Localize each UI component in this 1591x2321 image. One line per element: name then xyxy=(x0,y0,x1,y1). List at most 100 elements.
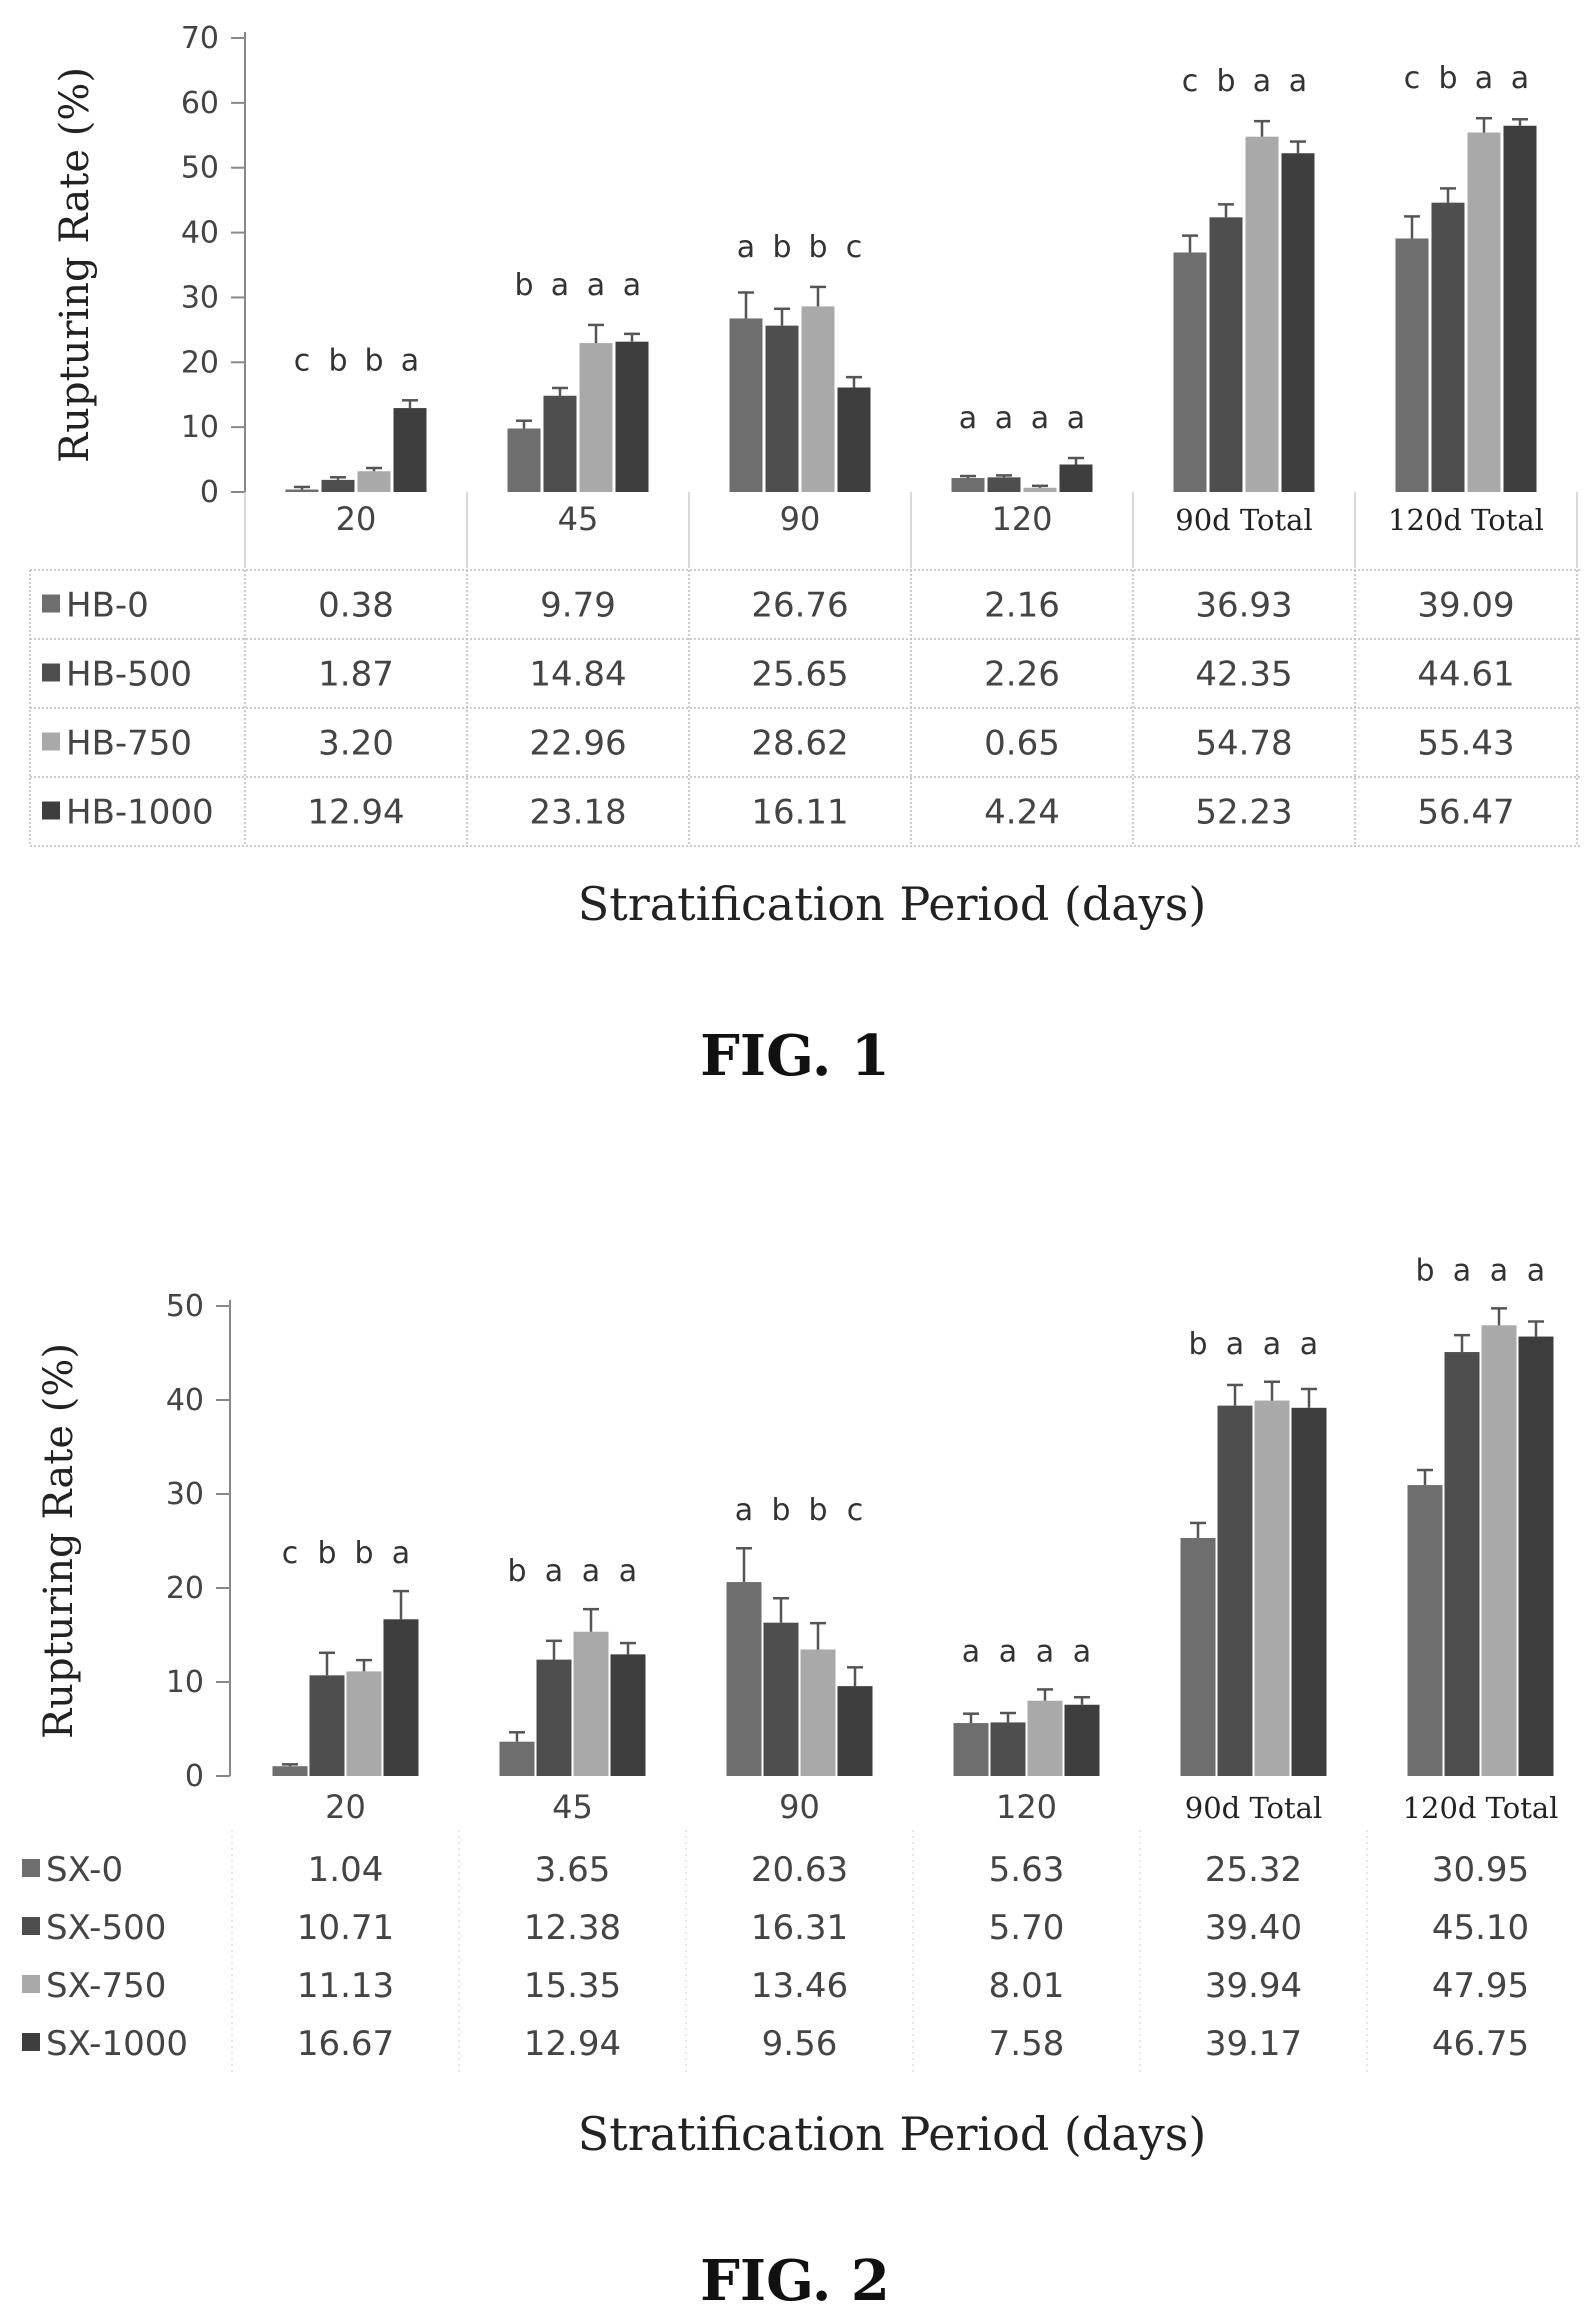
bar xyxy=(1180,1537,1216,1776)
legend-swatch xyxy=(22,1917,40,1935)
table-cell: 1.04 xyxy=(308,1850,384,1890)
bar xyxy=(1059,464,1093,492)
bar xyxy=(987,477,1021,492)
table-cell: 16.11 xyxy=(751,793,848,833)
legend-swatch xyxy=(42,663,60,682)
bar xyxy=(1395,238,1429,492)
bar xyxy=(763,1622,799,1776)
bar xyxy=(800,1649,836,1776)
significance-letter: b xyxy=(1188,1327,1207,1362)
table-cell: 25.65 xyxy=(751,655,848,695)
bar xyxy=(801,306,835,492)
bar xyxy=(1209,217,1243,492)
bar xyxy=(579,343,613,492)
bar xyxy=(393,408,427,492)
y-tick-label: 20 xyxy=(181,345,219,380)
table-cell: 36.93 xyxy=(1195,586,1292,626)
significance-letter: a xyxy=(1527,1253,1545,1288)
table-cell: 12.38 xyxy=(524,1908,621,1948)
x-tick-label: 20 xyxy=(336,500,377,538)
table-cell: 28.62 xyxy=(751,724,848,764)
significance-letter: a xyxy=(1490,1253,1508,1288)
significance-letter: b xyxy=(771,1493,790,1528)
table-cell: 4.24 xyxy=(984,793,1060,833)
bar xyxy=(1254,1400,1290,1776)
bar xyxy=(615,341,649,492)
y-tick-label: 30 xyxy=(166,1477,204,1512)
table-cell: 13.46 xyxy=(751,1966,848,2006)
bar xyxy=(383,1619,419,1776)
significance-letter: a xyxy=(587,268,605,303)
x-tick-label: 90d Total xyxy=(1185,1791,1322,1825)
significance-letter: c xyxy=(847,1493,864,1528)
bar xyxy=(1245,136,1279,492)
table-cell: 30.95 xyxy=(1432,1850,1529,1890)
table-cell: 1.87 xyxy=(318,655,394,695)
y-tick-label: 60 xyxy=(181,86,219,121)
table-cell: 42.35 xyxy=(1195,655,1292,695)
table-cell: 5.63 xyxy=(989,1850,1065,1890)
table-cell: 46.75 xyxy=(1432,2024,1529,2064)
significance-letter: a xyxy=(1453,1253,1471,1288)
significance-letter: c xyxy=(1182,64,1199,99)
significance-letter: b xyxy=(808,230,827,265)
bar xyxy=(573,1631,609,1776)
bar xyxy=(285,489,319,492)
y-tick-label: 40 xyxy=(166,1383,204,1418)
x-tick-label: 20 xyxy=(325,1788,366,1826)
significance-letter: a xyxy=(962,1634,980,1669)
table-cell: 16.31 xyxy=(751,1908,848,1948)
x-tick-label: 120 xyxy=(996,1788,1057,1826)
table-cell: 3.65 xyxy=(535,1850,611,1890)
bar xyxy=(1481,1325,1517,1776)
significance-letter: a xyxy=(735,1493,753,1528)
y-axis-label: Rupturing Rate (%) xyxy=(52,67,98,463)
legend-label: SX-500 xyxy=(46,1908,166,1948)
table-cell: 3.20 xyxy=(318,724,394,764)
x-axis-label: Stratification Period (days) xyxy=(578,877,1207,931)
significance-letter: a xyxy=(1073,1634,1091,1669)
bar xyxy=(726,1582,762,1776)
table-cell: 22.96 xyxy=(529,724,626,764)
table-cell: 25.32 xyxy=(1205,1850,1302,1890)
bar xyxy=(1027,1700,1063,1776)
y-tick-label: 70 xyxy=(181,21,219,56)
significance-letter: a xyxy=(1300,1327,1318,1362)
bar xyxy=(1407,1485,1443,1776)
bar xyxy=(1064,1704,1100,1776)
figure-caption: FIG. 1 xyxy=(700,1023,890,1089)
table-cell: 23.18 xyxy=(529,793,626,833)
significance-letter: b xyxy=(364,343,383,378)
bar xyxy=(1023,487,1057,492)
bar xyxy=(272,1766,308,1776)
bar xyxy=(321,479,355,492)
bar xyxy=(1503,125,1537,493)
table-cell: 26.76 xyxy=(751,586,848,626)
bar xyxy=(1444,1352,1480,1776)
y-tick-label: 10 xyxy=(166,1665,204,1700)
bar xyxy=(729,318,763,492)
legend-swatch xyxy=(42,801,60,820)
bar xyxy=(837,1686,873,1776)
x-tick-label: 90d Total xyxy=(1175,503,1312,537)
y-tick-label: 0 xyxy=(185,1759,204,1794)
table-cell: 7.58 xyxy=(989,2024,1065,2064)
table-cell: 52.23 xyxy=(1195,793,1292,833)
significance-letter: a xyxy=(999,1634,1017,1669)
legend-label: HB-0 xyxy=(66,586,149,626)
significance-letter: b xyxy=(507,1554,526,1589)
table-cell: 39.40 xyxy=(1205,1908,1302,1948)
bar xyxy=(357,471,391,492)
significance-letter: a xyxy=(1036,1634,1054,1669)
legend-swatch xyxy=(22,1975,40,1993)
y-tick-label: 50 xyxy=(181,151,219,186)
significance-letter: c xyxy=(1404,61,1421,96)
y-tick-label: 40 xyxy=(181,216,219,251)
significance-letter: a xyxy=(1067,401,1085,436)
bar xyxy=(1281,153,1315,492)
legend-label: SX-0 xyxy=(46,1850,123,1890)
legend-label: HB-1000 xyxy=(66,793,214,833)
table-cell: 39.94 xyxy=(1205,1966,1302,2006)
table-cell: 0.65 xyxy=(984,724,1060,764)
